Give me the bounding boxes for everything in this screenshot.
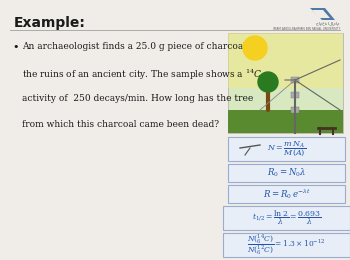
FancyBboxPatch shape <box>228 137 345 161</box>
Bar <box>291 92 299 98</box>
Text: $R = R_0\,e^{-\lambda t}$: $R = R_0\,e^{-\lambda t}$ <box>262 187 310 201</box>
Text: Example:: Example: <box>14 16 86 30</box>
Text: the ruins of an ancient city. The sample shows a $^{14}C$: the ruins of an ancient city. The sample… <box>22 68 262 82</box>
Text: $\dfrac{N(^{14}_{6}C)}{N(^{12}_{6}C)} = 1.3 \times 10^{-12}$: $\dfrac{N(^{14}_{6}C)}{N(^{12}_{6}C)} = … <box>247 233 326 257</box>
Text: $N = \dfrac{m\,N_A}{M(A)}$: $N = \dfrac{m\,N_A}{M(A)}$ <box>267 139 306 159</box>
Text: IMAM ABDULRAHMAN BIN FAISAL UNIVERSITY: IMAM ABDULRAHMAN BIN FAISAL UNIVERSITY <box>273 27 340 31</box>
FancyBboxPatch shape <box>228 164 345 182</box>
Text: from which this charcoal came been dead?: from which this charcoal came been dead? <box>22 120 219 129</box>
Text: $R_0 = N_0\lambda$: $R_0 = N_0\lambda$ <box>267 167 306 179</box>
Text: An archaeologist finds a 25.0 g piece of charcoal in: An archaeologist finds a 25.0 g piece of… <box>22 42 258 51</box>
Text: جامعة الإمام: جامعة الإمام <box>316 22 340 26</box>
FancyBboxPatch shape <box>228 185 345 203</box>
Bar <box>291 107 299 113</box>
Text: activity of  250 decays/min. How long has the tree: activity of 250 decays/min. How long has… <box>22 94 253 103</box>
Polygon shape <box>310 8 335 20</box>
Polygon shape <box>312 10 330 18</box>
FancyBboxPatch shape <box>223 206 350 230</box>
Bar <box>228 33 343 133</box>
Text: $t_{1/2} = \dfrac{\ln 2}{\lambda} = \dfrac{0.693}{\lambda}$: $t_{1/2} = \dfrac{\ln 2}{\lambda} = \dfr… <box>252 209 321 227</box>
Bar <box>291 77 299 83</box>
Circle shape <box>243 36 267 60</box>
Bar <box>228 33 343 88</box>
FancyBboxPatch shape <box>223 233 350 257</box>
Bar <box>228 110 343 133</box>
Text: •: • <box>12 42 19 52</box>
Circle shape <box>258 72 278 92</box>
